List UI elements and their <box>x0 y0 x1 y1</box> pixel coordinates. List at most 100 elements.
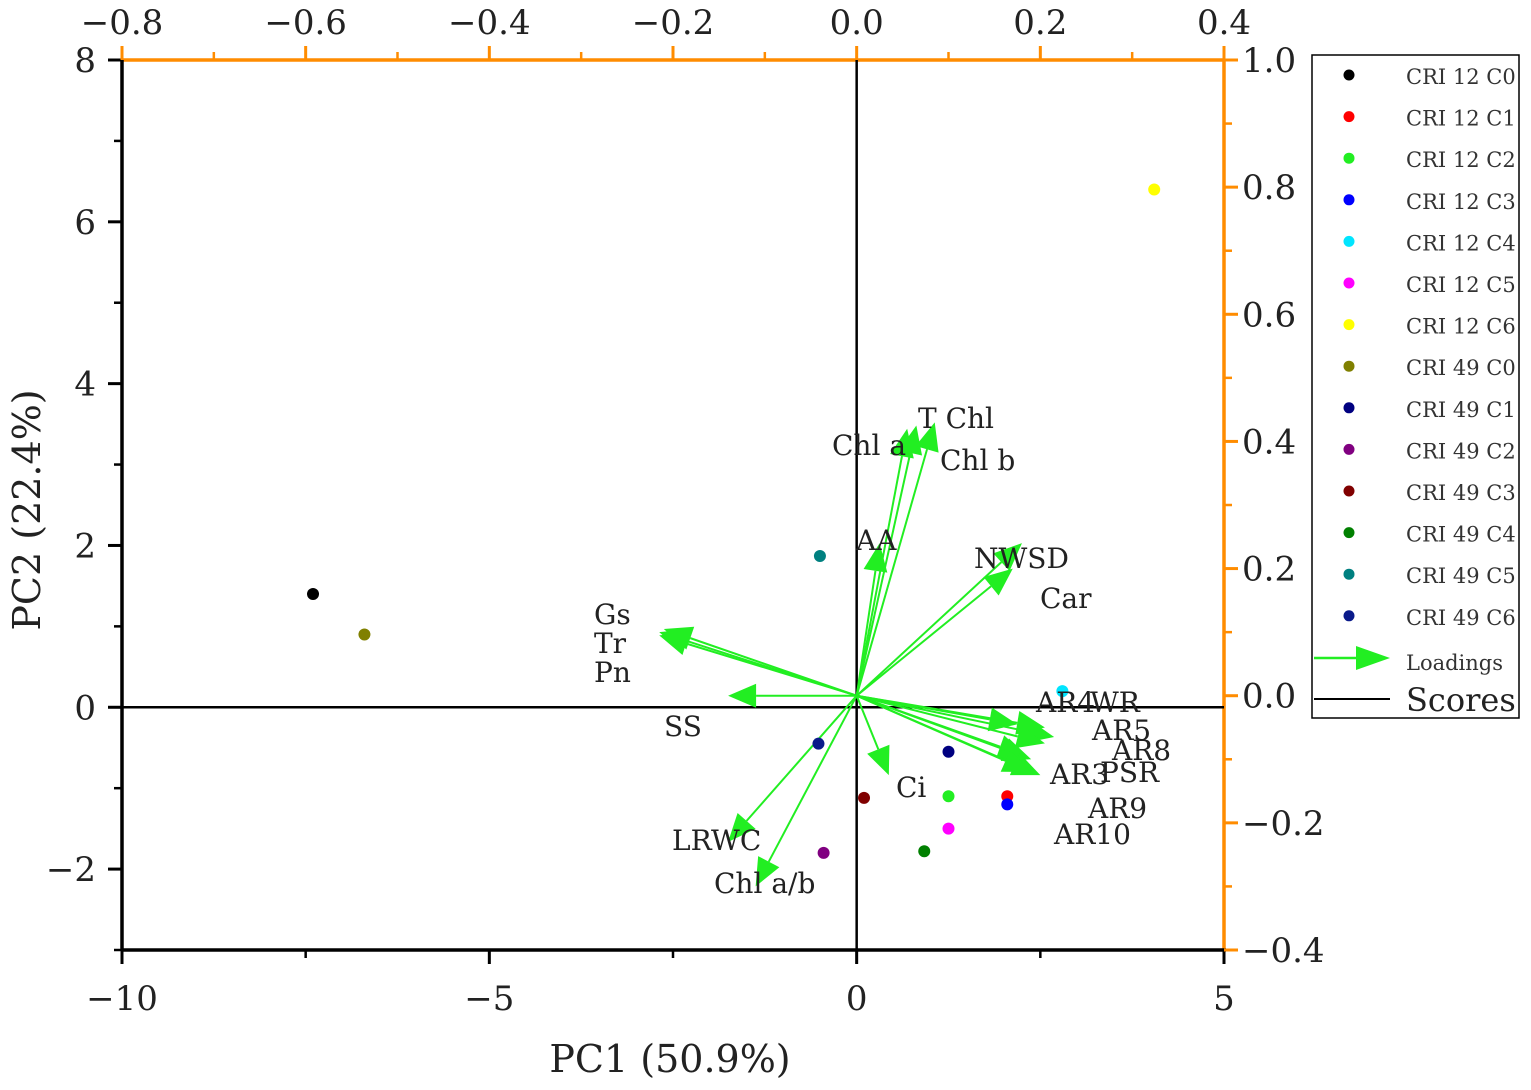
score-point <box>858 791 871 804</box>
score-point <box>817 846 830 859</box>
legend-marker <box>1343 610 1355 622</box>
axis-ticks <box>108 46 1238 964</box>
legend-marker <box>1343 527 1355 539</box>
loading-label: SS <box>664 710 702 743</box>
loading-label: AR10 <box>1053 818 1131 851</box>
right-tick-label: 0.8 <box>1242 168 1296 208</box>
loading-arrow <box>855 422 939 696</box>
loading-label: Pn <box>594 656 631 689</box>
loading-label: Chl a <box>832 429 906 462</box>
legend-label: CRI 49 C2 <box>1406 439 1516 463</box>
score-point <box>942 745 955 758</box>
right-tick-label: 0.0 <box>1242 677 1296 717</box>
loading-arrow <box>856 568 1013 697</box>
legend-item: CRI 12 C2 <box>1343 148 1516 172</box>
score-point <box>358 628 371 641</box>
legend-marker <box>1343 235 1355 247</box>
y-tick-label: 4 <box>74 365 96 405</box>
loading-arrow <box>855 695 890 776</box>
right-tick-label: 1.0 <box>1242 41 1296 81</box>
legend-item: CRI 49 C0 <box>1343 356 1516 380</box>
legend-label: CRI 49 C6 <box>1406 606 1516 630</box>
loading-arrow <box>659 632 857 697</box>
legend-label-loadings: Loadings <box>1406 651 1503 675</box>
legend-marker <box>1343 568 1355 580</box>
loading-label: PSR <box>1100 756 1160 789</box>
top-tick-label: 0.0 <box>830 3 884 43</box>
legend-marker <box>1343 485 1355 497</box>
legend-marker <box>1343 277 1355 289</box>
legend-item: CRI 49 C3 <box>1343 481 1516 505</box>
loading-arrow-shaft <box>745 695 858 822</box>
loading-arrow-shaft <box>855 570 877 696</box>
loading-arrow <box>728 695 858 842</box>
loading-label: AR5 <box>1091 714 1151 747</box>
legend-label: CRI 12 C0 <box>1406 65 1516 89</box>
loading-arrow-shaft <box>855 456 903 696</box>
top-tick-label: −0.4 <box>448 3 531 43</box>
top-tick-label: −0.8 <box>81 3 164 43</box>
loading-label: AR4 <box>1035 686 1095 719</box>
y-tick-label: 8 <box>74 41 96 81</box>
score-point <box>1001 798 1014 811</box>
x-tick-label: −5 <box>464 979 514 1019</box>
y-tick-label: −2 <box>46 850 96 890</box>
y-axis-title: PC2 (22.4%) <box>5 389 49 630</box>
score-point <box>942 822 955 835</box>
legend: CRI 12 C0 CRI 12 C1 CRI 12 C2 CRI 12 C3 CRI … <box>1311 54 1520 719</box>
loading-arrow <box>855 543 1022 697</box>
legend-label: CRI 12 C1 <box>1406 107 1516 131</box>
legend-item: CRI 12 C3 <box>1343 190 1516 214</box>
loading-arrow-shaft <box>855 452 912 696</box>
loading-arrow-shaft <box>856 694 1027 733</box>
right-tick-label: −0.4 <box>1242 931 1325 971</box>
x-axis-title: PC1 (50.9%) <box>549 1037 790 1081</box>
legend-label: CRI 49 C4 <box>1406 523 1516 547</box>
legend-label: CRI 12 C6 <box>1406 315 1516 339</box>
loading-arrow <box>855 428 914 696</box>
legend-loading-arrowhead <box>1356 646 1390 670</box>
loading-arrow-shaft <box>685 642 857 697</box>
score-point <box>942 790 955 803</box>
x-tick-label: −10 <box>86 979 158 1019</box>
score-point <box>307 588 320 600</box>
loading-label: AR9 <box>1087 792 1147 825</box>
top-tick-label: 0.2 <box>1013 3 1067 43</box>
loading-label: T Chl <box>918 402 994 435</box>
legend-label: CRI 49 C0 <box>1406 356 1516 380</box>
loading-arrow-shaft <box>856 694 1006 762</box>
legend-item: CRI 49 C4 <box>1343 523 1516 547</box>
legend-item: CRI 12 C5 <box>1343 273 1516 297</box>
loading-arrow-shaft <box>856 585 992 697</box>
legend-label-scores: Scores <box>1406 681 1516 719</box>
legend-item: CRI 12 C4 <box>1343 231 1516 255</box>
loading-arrow-shaft <box>856 694 1018 724</box>
loading-arrow-head <box>728 812 756 842</box>
legend-label: CRI 12 C5 <box>1406 273 1516 297</box>
loading-arrow-head <box>890 428 914 459</box>
loading-arrow-shaft <box>855 695 880 750</box>
legend-marker <box>1343 152 1355 164</box>
legend-item: CRI 12 C0 <box>1343 65 1516 89</box>
top-tick-label: 0.4 <box>1197 3 1251 43</box>
loading-arrow-head <box>983 568 1013 596</box>
loading-arrow-shaft <box>855 449 928 696</box>
top-tick-label: −0.2 <box>632 3 715 43</box>
score-point <box>1148 183 1161 196</box>
loading-arrow-shaft <box>767 695 858 863</box>
loading-arrow-shaft <box>856 694 1019 738</box>
right-tick-label: −0.2 <box>1242 804 1325 844</box>
x-tick-label: 0 <box>846 979 868 1019</box>
legend-marker <box>1343 360 1355 372</box>
loading-label: WR <box>1090 686 1141 719</box>
legend-marker <box>1343 319 1355 331</box>
score-point <box>1056 685 1069 698</box>
zero-lines <box>122 60 1224 950</box>
axis-tick-labels: −10 −5 0 5 −2 0 2 4 6 8−0.8 −0.6 −0.4 −0.2 0.0 0.2 0.4 −… <box>46 3 1325 1019</box>
score-points <box>307 183 1161 859</box>
top-tick-label: −0.6 <box>264 3 347 43</box>
score-point <box>813 549 826 562</box>
legend-label: CRI 12 C3 <box>1406 190 1516 214</box>
loading-label: Chl a/b <box>714 867 815 900</box>
loading-arrow-head <box>915 422 939 453</box>
